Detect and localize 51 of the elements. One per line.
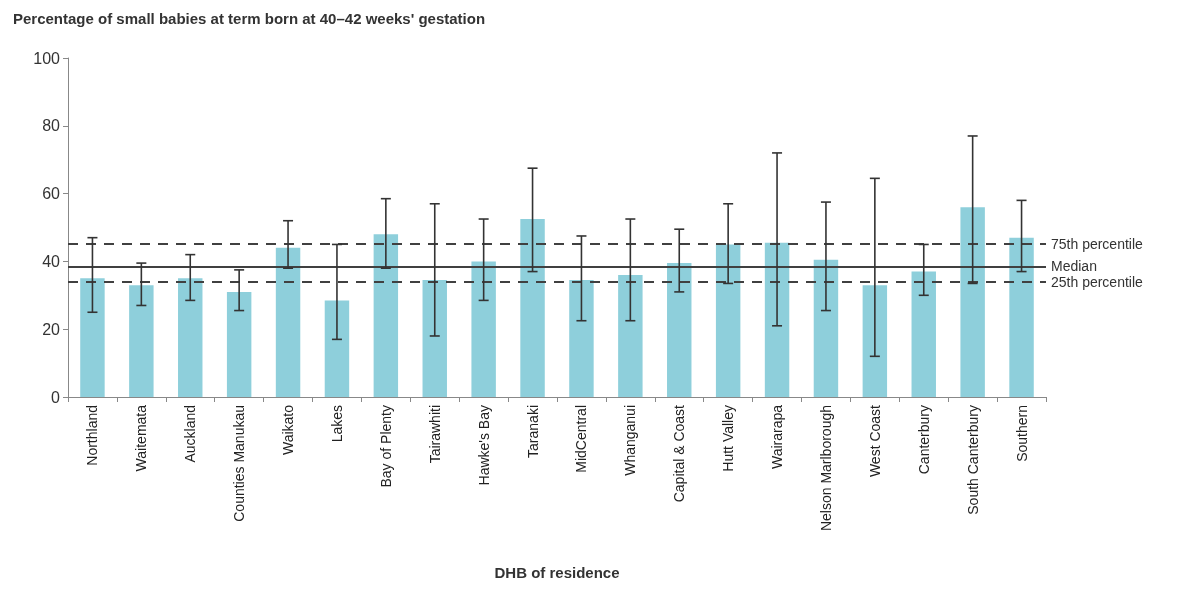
ref-line-label: Median bbox=[1051, 258, 1097, 275]
x-tick-label: Hutt Valley bbox=[720, 405, 737, 472]
x-tick-label: Taranaki bbox=[524, 405, 541, 458]
x-tick-label: Capital & Coast bbox=[671, 404, 688, 503]
bar bbox=[422, 280, 447, 397]
ref-line-label: 25th percentile bbox=[1051, 273, 1144, 290]
x-tick-label: Bay of Plenty bbox=[377, 405, 394, 488]
x-tick-label: MidCentral bbox=[573, 405, 590, 473]
bar bbox=[275, 247, 301, 397]
x-tick-label: Wairarapa bbox=[769, 404, 786, 470]
bar bbox=[715, 244, 741, 397]
bar bbox=[1009, 237, 1034, 397]
y-tick-label: 100 bbox=[33, 49, 61, 67]
x-tick-label: Lakes bbox=[328, 405, 345, 443]
bar bbox=[129, 285, 154, 397]
bar bbox=[178, 278, 203, 397]
chart-title: Percentage of small babies at term born at 40–42 weeks' gestation bbox=[13, 10, 486, 27]
y-tick-label: 40 bbox=[42, 252, 61, 270]
bar bbox=[324, 300, 350, 397]
bar bbox=[373, 234, 399, 397]
y-tick-label: 60 bbox=[42, 185, 61, 203]
x-tick-label: Southern bbox=[1013, 405, 1030, 462]
ref-line-label: 75th percentile bbox=[1051, 235, 1144, 252]
x-tick-label: Northland bbox=[84, 405, 101, 466]
x-tick-label: Canterbury bbox=[915, 405, 932, 475]
bar bbox=[667, 263, 692, 397]
bar bbox=[813, 259, 839, 397]
x-tick-label: Hawke's Bay bbox=[475, 405, 492, 486]
x-tick-label: Nelson Marlborough bbox=[817, 405, 834, 532]
y-tick-label: 0 bbox=[51, 388, 61, 406]
x-axis-title: DHB of residence bbox=[494, 564, 620, 581]
x-tick-label: Tairawhiti bbox=[426, 405, 443, 464]
y-tick-label: 20 bbox=[42, 320, 61, 338]
x-tick-label: Counties Manukau bbox=[231, 405, 248, 522]
x-tick-label: South Canterbury bbox=[964, 405, 981, 515]
bar bbox=[520, 219, 545, 397]
bar bbox=[862, 285, 888, 397]
x-tick-label: West Coast bbox=[866, 404, 883, 478]
x-tick-label: Whanganui bbox=[622, 405, 639, 476]
bar bbox=[618, 274, 643, 397]
bar bbox=[960, 207, 985, 397]
bar bbox=[764, 242, 790, 397]
bar bbox=[226, 291, 252, 397]
x-tick-label: Waitemata bbox=[133, 404, 150, 472]
bar bbox=[471, 261, 496, 397]
bar bbox=[569, 280, 594, 397]
y-tick-label: 80 bbox=[42, 117, 61, 135]
x-tick-label: Waikato bbox=[280, 404, 297, 456]
bar bbox=[80, 278, 105, 397]
x-tick-label: Auckland bbox=[182, 405, 199, 463]
bar bbox=[911, 271, 936, 397]
